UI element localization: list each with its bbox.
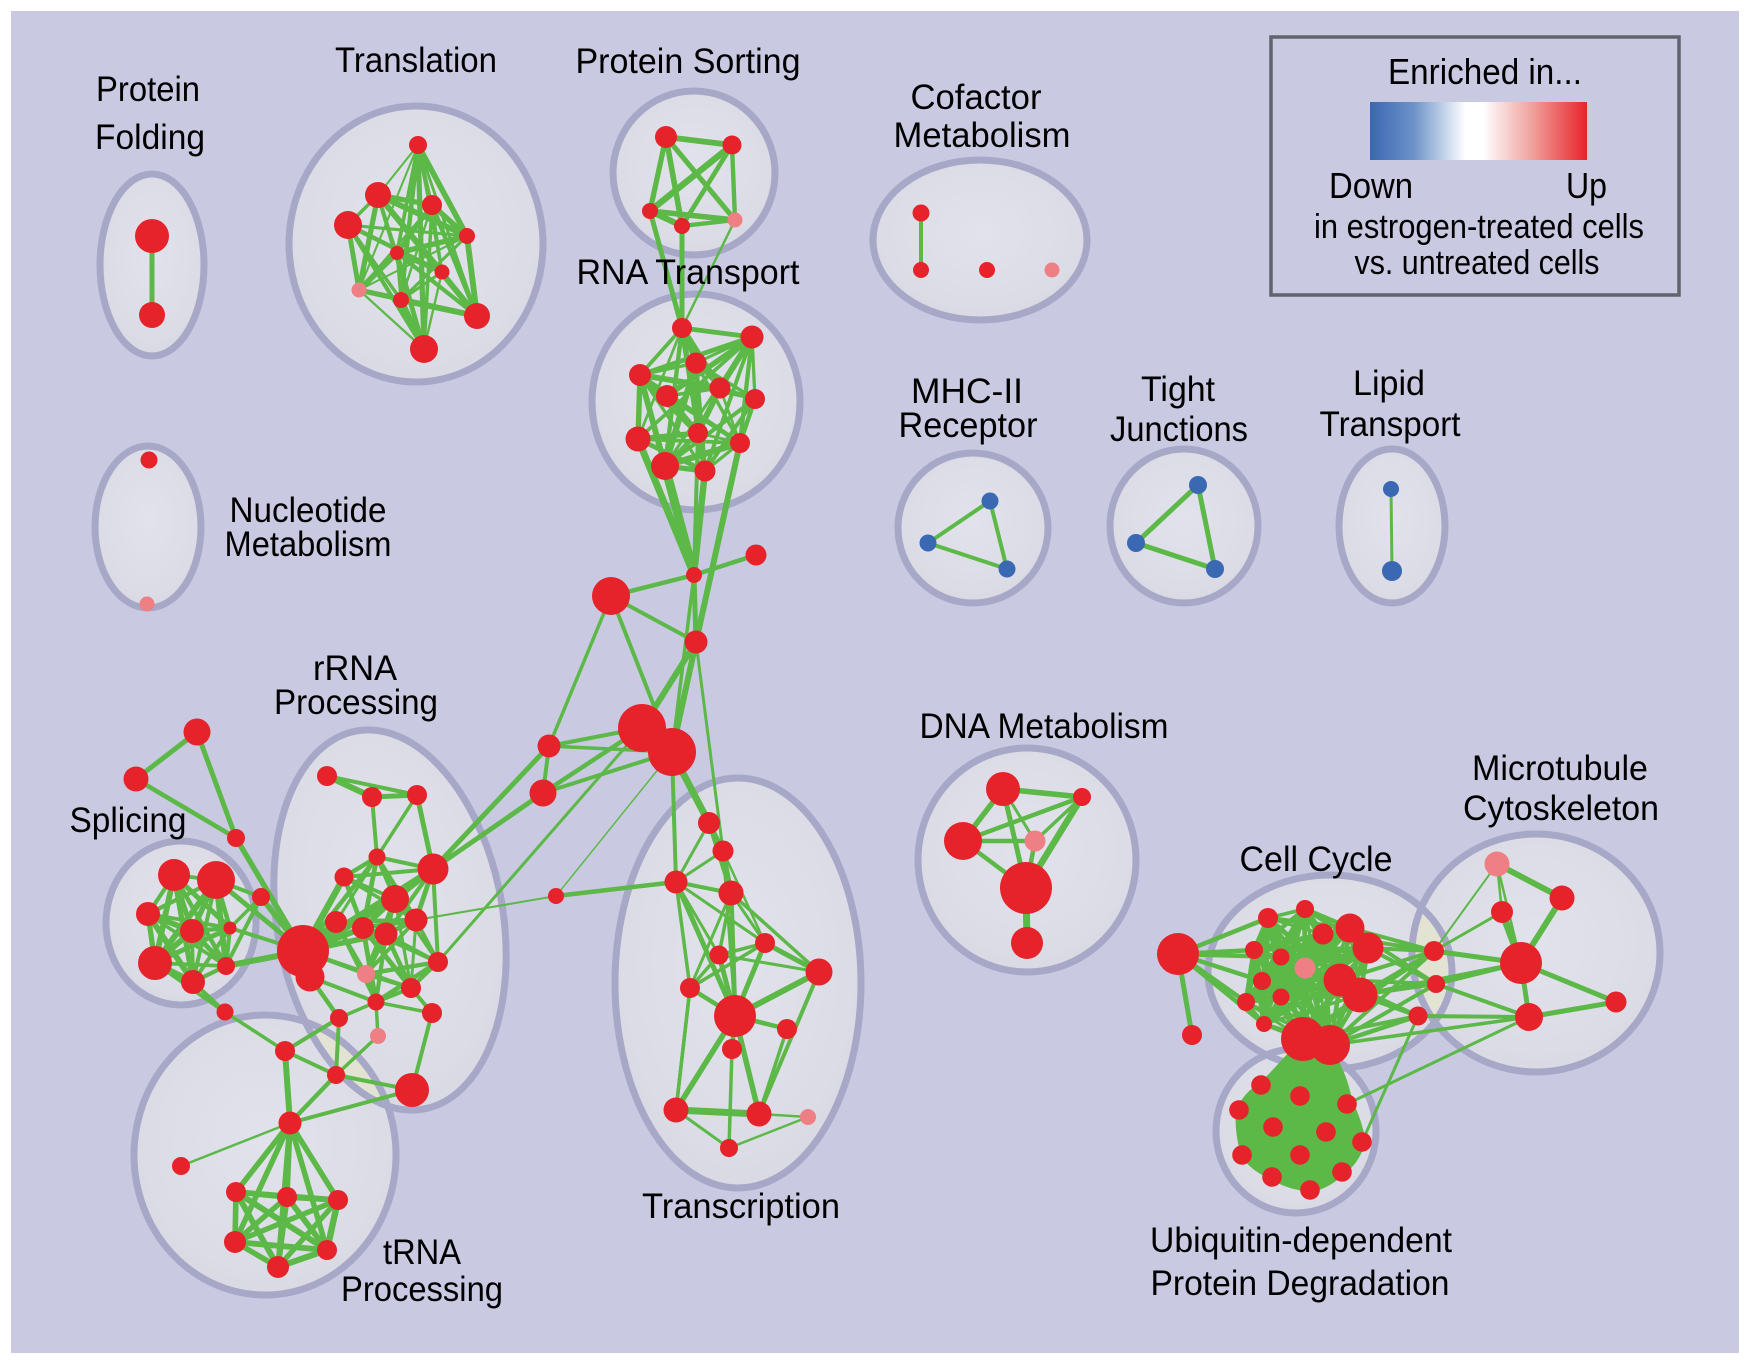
svg-text:Transcription: Transcription [642,1187,840,1226]
svg-text:MHC-II: MHC-II [911,372,1023,411]
svg-text:Enriched in...: Enriched in... [1388,51,1582,92]
svg-text:Protein: Protein [96,70,200,109]
svg-text:Receptor: Receptor [899,406,1038,445]
svg-text:tRNA: tRNA [383,1233,462,1272]
svg-text:Splicing: Splicing [70,801,187,840]
svg-text:Processing: Processing [274,683,438,722]
svg-text:in estrogen-treated cells: in estrogen-treated cells [1314,208,1644,246]
svg-text:Tight: Tight [1141,370,1215,409]
svg-text:Protein Degradation: Protein Degradation [1151,1264,1450,1303]
svg-text:Metabolism: Metabolism [894,116,1071,155]
svg-text:Protein Sorting: Protein Sorting [576,42,801,81]
svg-text:rRNA: rRNA [313,649,398,688]
svg-text:Junctions: Junctions [1110,410,1248,449]
svg-text:Up: Up [1566,165,1607,206]
svg-text:DNA Metabolism: DNA Metabolism [920,707,1169,746]
svg-text:vs. untreated cells: vs. untreated cells [1355,244,1600,282]
svg-text:Transport: Transport [1320,405,1461,444]
svg-text:Folding: Folding [95,118,205,157]
svg-text:Processing: Processing [341,1270,503,1309]
svg-text:Cell Cycle: Cell Cycle [1240,840,1393,879]
svg-text:Translation: Translation [335,41,497,80]
svg-text:Nucleotide: Nucleotide [230,491,387,530]
svg-text:Lipid: Lipid [1353,364,1425,403]
svg-text:RNA Transport: RNA Transport [577,253,800,292]
svg-text:Ubiquitin-dependent: Ubiquitin-dependent [1150,1221,1452,1260]
svg-text:Metabolism: Metabolism [225,525,392,564]
svg-text:Cofactor: Cofactor [911,78,1042,117]
svg-text:Microtubule: Microtubule [1472,749,1648,788]
svg-text:Cytoskeleton: Cytoskeleton [1463,789,1659,828]
svg-text:Down: Down [1329,165,1413,206]
